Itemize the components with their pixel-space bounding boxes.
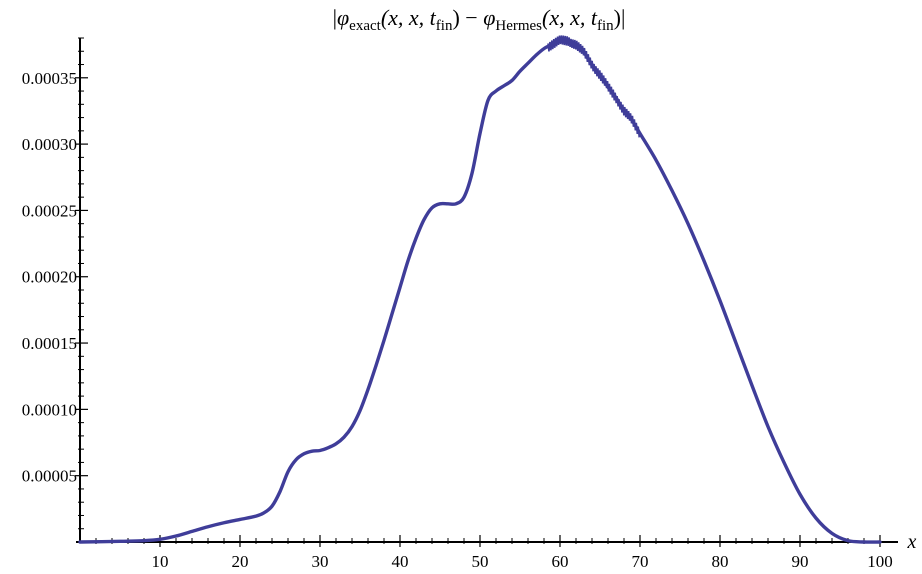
series-line bbox=[78, 38, 882, 544]
y-tick-label: 0.00005 bbox=[22, 467, 77, 486]
y-ticks: 0.00005 0.00010 0.00015 0.00020 0.00025 0.000… bbox=[22, 69, 88, 486]
x-tick-label: 90 bbox=[792, 552, 809, 571]
x-tick-label: 50 bbox=[472, 552, 489, 571]
y-tick-label: 0.00035 bbox=[22, 69, 77, 88]
y-tick-label: 0.00015 bbox=[22, 334, 77, 353]
x-tick-label: 20 bbox=[232, 552, 249, 571]
y-tick-label: 0.00020 bbox=[22, 268, 77, 287]
x-tick-label: 80 bbox=[712, 552, 729, 571]
y-tick-label: 0.00025 bbox=[22, 201, 77, 220]
x-axis-label: x bbox=[907, 531, 917, 553]
x-tick-label: 70 bbox=[632, 552, 649, 571]
chart-title: |φexact(x, x, tfin) − φHermes(x, x, tfin… bbox=[333, 5, 626, 34]
x-tick-label: 40 bbox=[392, 552, 409, 571]
x-tick-label: 100 bbox=[867, 552, 893, 571]
x-tick-label: 60 bbox=[552, 552, 569, 571]
series-noise bbox=[547, 35, 640, 138]
y-tick-label: 0.00030 bbox=[22, 135, 77, 154]
x-tick-label: 30 bbox=[312, 552, 329, 571]
y-tick-label: 0.00010 bbox=[22, 400, 77, 419]
x-ticks: 10 20 30 40 50 60 70 80 90 100 bbox=[152, 535, 893, 571]
x-tick-label: 10 bbox=[152, 552, 169, 571]
minor-ticks bbox=[78, 37, 865, 544]
